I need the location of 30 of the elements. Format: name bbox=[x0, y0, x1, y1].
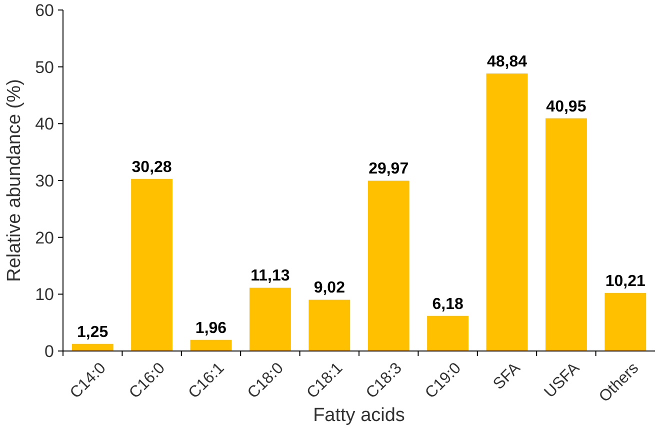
bar bbox=[604, 292, 646, 351]
y-tick-label: 40 bbox=[35, 114, 54, 134]
x-tick-label: SFA bbox=[490, 359, 524, 394]
data-label: 9,02 bbox=[314, 280, 346, 297]
bar bbox=[72, 344, 114, 351]
y-axis-title: Relative abundance (%) bbox=[4, 79, 25, 282]
bar bbox=[249, 288, 291, 351]
data-label: 1,25 bbox=[77, 324, 108, 341]
bar bbox=[545, 118, 587, 351]
y-tick-label: 20 bbox=[35, 228, 54, 248]
bar bbox=[308, 300, 350, 351]
bar bbox=[427, 316, 469, 351]
bar bbox=[190, 340, 232, 351]
bar bbox=[486, 73, 528, 351]
data-label: 10,21 bbox=[605, 272, 646, 290]
y-tick-label: 0 bbox=[44, 342, 54, 361]
y-tick-label: 10 bbox=[35, 285, 54, 304]
x-axis-title: Fatty acids bbox=[313, 405, 405, 426]
bar bbox=[368, 180, 410, 351]
data-label: 6,18 bbox=[432, 296, 464, 313]
data-label: 48,84 bbox=[486, 53, 528, 70]
data-label: 29,97 bbox=[368, 160, 409, 178]
data-label: 40,95 bbox=[546, 98, 586, 116]
data-label: 1,96 bbox=[195, 320, 227, 337]
data-label: 30,28 bbox=[132, 158, 172, 176]
bar bbox=[131, 178, 173, 351]
data-label: 11,13 bbox=[250, 268, 290, 285]
y-tick-label: 50 bbox=[35, 58, 54, 77]
y-tick-label: 30 bbox=[35, 171, 54, 190]
y-tick-label: 60 bbox=[35, 0, 54, 20]
